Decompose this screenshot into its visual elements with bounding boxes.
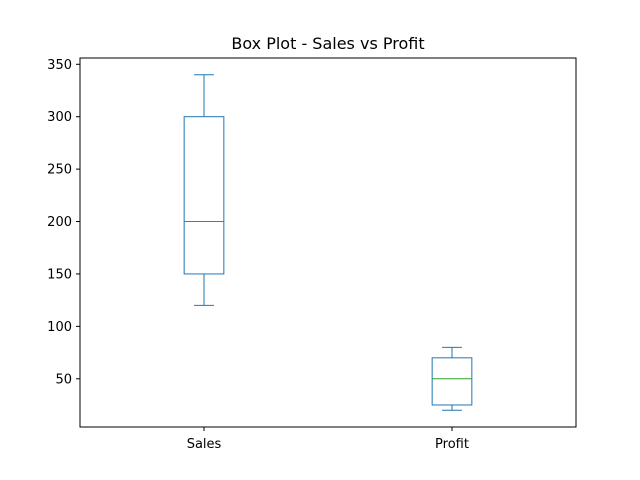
y-tick-label: 300 <box>47 110 72 125</box>
chart-title: Box Plot - Sales vs Profit <box>231 34 424 53</box>
y-tick-label: 350 <box>47 58 72 73</box>
y-tick-label: 150 <box>47 267 72 282</box>
box-profit <box>431 346 473 411</box>
x-axis: Sales Profit <box>187 427 469 452</box>
iqr-box <box>431 357 473 406</box>
y-tick-label: 250 <box>47 163 72 178</box>
x-tick-label: Sales <box>187 437 222 452</box>
plot-area <box>183 74 473 411</box>
y-tick-label: 100 <box>47 320 72 335</box>
iqr-box <box>183 116 225 275</box>
box-sales <box>183 74 225 306</box>
y-tick-label: 50 <box>55 372 72 387</box>
y-tick-label: 200 <box>47 215 72 230</box>
x-tick-label: Profit <box>435 437 469 452</box>
axes-frame <box>79 57 577 428</box>
y-axis: 50 100 150 200 250 300 350 <box>47 58 80 387</box>
